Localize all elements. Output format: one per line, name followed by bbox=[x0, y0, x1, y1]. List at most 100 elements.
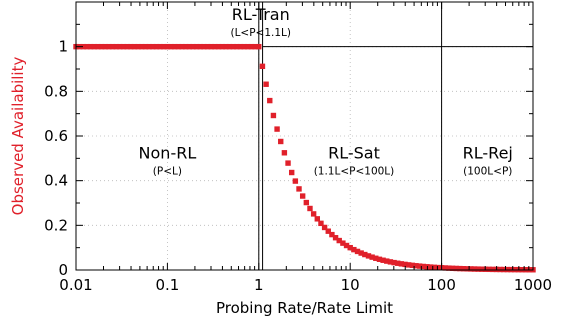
data-point bbox=[281, 150, 288, 156]
data-point bbox=[299, 193, 306, 199]
data-point bbox=[321, 224, 328, 231]
data-point bbox=[347, 244, 353, 251]
data-point bbox=[471, 266, 478, 272]
data-point bbox=[351, 246, 357, 253]
data-point bbox=[278, 138, 284, 145]
data-point bbox=[84, 43, 90, 50]
data-point bbox=[215, 43, 222, 50]
data-point bbox=[340, 240, 346, 246]
data-point bbox=[307, 205, 313, 212]
data-point bbox=[409, 262, 416, 269]
data-point bbox=[120, 43, 127, 50]
data-point bbox=[135, 43, 141, 50]
data-point bbox=[237, 43, 244, 50]
region-labels: Non-RL (P<L) RL-Tran (L<P<1.1L) RL-Sat (1.1L<… bbox=[139, 5, 513, 177]
x-tick-label: 1 bbox=[254, 276, 264, 294]
data-point bbox=[446, 265, 452, 271]
data-point bbox=[391, 259, 397, 266]
y-tick-label: 0.2 bbox=[44, 216, 68, 234]
data-point bbox=[124, 43, 130, 50]
data-point bbox=[332, 235, 339, 241]
data-point bbox=[91, 43, 97, 50]
data-point bbox=[405, 262, 412, 268]
data-point bbox=[449, 265, 456, 272]
data-point bbox=[413, 263, 419, 269]
data-point bbox=[457, 265, 463, 272]
data-point bbox=[486, 266, 492, 273]
region-subtitle-non-rl: (P<L) bbox=[153, 165, 182, 177]
axis-ticks bbox=[75, 2, 534, 271]
data-point bbox=[106, 43, 112, 50]
data-point bbox=[172, 43, 178, 50]
data-point bbox=[153, 43, 160, 50]
data-point bbox=[161, 43, 167, 50]
data-point bbox=[475, 266, 481, 272]
data-point bbox=[336, 237, 342, 244]
data-point bbox=[201, 43, 207, 50]
data-point bbox=[117, 43, 123, 50]
data-point bbox=[376, 256, 383, 263]
y-tick-label: 0.8 bbox=[44, 82, 68, 100]
data-point bbox=[435, 264, 441, 271]
data-point bbox=[387, 259, 394, 265]
data-point bbox=[223, 43, 229, 50]
data-point bbox=[263, 81, 269, 87]
data-point bbox=[168, 43, 174, 50]
data-point bbox=[212, 43, 218, 50]
data-point bbox=[365, 253, 372, 259]
data-point bbox=[164, 43, 171, 50]
data-point bbox=[289, 169, 295, 176]
data-point bbox=[479, 266, 485, 272]
data-point bbox=[296, 186, 302, 192]
data-point bbox=[384, 258, 390, 264]
data-point bbox=[358, 250, 364, 256]
y-axis-title: Observed Availability bbox=[9, 57, 27, 216]
data-point bbox=[427, 264, 434, 270]
data-point bbox=[442, 265, 448, 271]
region-boundaries bbox=[258, 2, 533, 270]
data-point bbox=[398, 261, 405, 267]
data-point bbox=[373, 255, 379, 261]
data-point bbox=[420, 263, 427, 270]
data-point bbox=[197, 43, 204, 50]
region-subtitle-rl-rej: (100L<P) bbox=[463, 165, 512, 177]
data-point bbox=[109, 43, 116, 50]
data-point bbox=[464, 266, 470, 272]
region-title-rl-tran: RL-Tran bbox=[232, 5, 290, 24]
data-point bbox=[182, 43, 189, 50]
data-point bbox=[230, 43, 236, 50]
data-point bbox=[98, 43, 105, 50]
region-title-rl-sat: RL-Sat bbox=[328, 143, 380, 162]
data-point bbox=[490, 266, 496, 273]
data-point bbox=[175, 43, 182, 50]
data-point bbox=[131, 43, 138, 50]
data-point bbox=[325, 228, 331, 234]
data-point bbox=[267, 97, 273, 104]
region-title-rl-rej: RL-Rej bbox=[463, 143, 513, 162]
y-tick-label: 0.4 bbox=[44, 172, 68, 190]
data-point bbox=[179, 43, 185, 50]
data-point bbox=[146, 43, 152, 50]
data-point bbox=[142, 43, 149, 50]
data-point bbox=[204, 43, 211, 50]
data-point bbox=[87, 43, 94, 50]
data-point bbox=[431, 264, 437, 271]
data-point bbox=[369, 254, 375, 260]
data-point bbox=[274, 126, 280, 132]
data-point bbox=[310, 211, 317, 217]
data-point bbox=[259, 63, 266, 70]
data-point bbox=[150, 43, 156, 50]
data-point bbox=[416, 263, 423, 269]
data-point bbox=[139, 43, 145, 50]
x-axis-title: Probing Rate/Rate Limit bbox=[216, 299, 393, 317]
data-point bbox=[329, 231, 335, 238]
data-point bbox=[362, 251, 368, 258]
data-point bbox=[102, 43, 108, 50]
data-point bbox=[453, 265, 459, 272]
x-tick-label: 0.01 bbox=[59, 276, 92, 294]
data-point bbox=[95, 43, 101, 50]
data-point bbox=[318, 220, 324, 227]
region-subtitle-rl-sat: (1.1L<P<100L) bbox=[314, 165, 395, 177]
data-point bbox=[113, 43, 119, 50]
